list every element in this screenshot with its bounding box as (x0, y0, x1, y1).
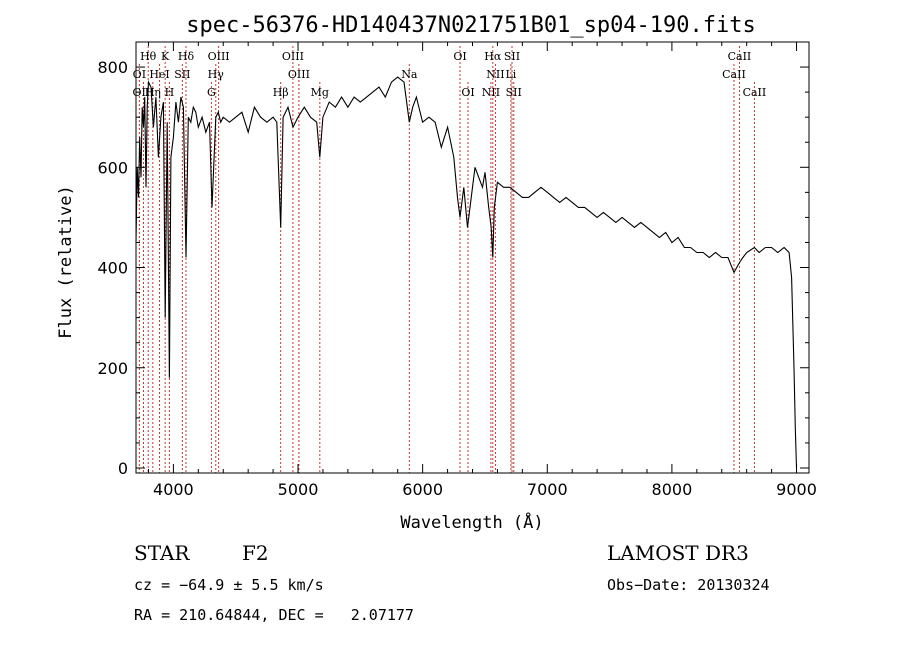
spectral-line-label: Na (401, 68, 418, 81)
spectral-line-label: Hγ (208, 68, 225, 81)
flux-series-line (135, 76, 798, 469)
spectral-line-label: HeI (149, 68, 169, 81)
spectral-line-label: OI (453, 50, 466, 63)
spectral-lines (138, 46, 755, 473)
object-subclass: F2 (242, 541, 269, 565)
spectral-line-label: OI (461, 86, 474, 99)
y-axis-label: Flux (relative) (56, 185, 76, 339)
x-axis-label: Wavelength (Å) (400, 511, 543, 533)
spectral-line-label: CaII (728, 50, 752, 63)
x-tick-label: 5000 (278, 480, 319, 499)
spectral-line-label: NII (486, 68, 504, 81)
y-tick-label: 600 (97, 158, 128, 177)
spectral-line-label: Hδ (178, 50, 195, 63)
spectral-line-label: OIII (132, 86, 154, 99)
spectral-line-label: CaII (722, 68, 746, 81)
redshift-readout: cz = −64.9 ± 5.5 km/s (134, 576, 324, 594)
x-tick-label: 6000 (402, 480, 443, 499)
spectral-line-label: OI (133, 68, 146, 81)
coordinates-readout: RA = 210.64844, DEC = 2.07177 (134, 606, 414, 624)
spectral-line-label: OIII (282, 50, 304, 63)
y-tick-label: 0 (118, 459, 128, 478)
spectral-line-label: K (161, 50, 170, 63)
plot-frame (135, 41, 810, 474)
spectral-line-label: Hα (484, 50, 502, 63)
observation-date: Obs−Date: 20130324 (607, 576, 770, 594)
x-tick-label: 9000 (776, 480, 817, 499)
y-axis-ticks: 0 200 400 600 800 (97, 58, 809, 478)
spectral-line-label: SII (504, 50, 520, 63)
spectral-line-label: H (165, 86, 175, 99)
spectral-line-label: Mg (311, 86, 329, 99)
chart-title: spec-56376-HD140437N021751B01_sp04-190.f… (186, 13, 756, 38)
x-axis-ticks: 4000 5000 6000 7000 8000 9000 (147, 42, 817, 499)
spectral-line-label: Li (505, 68, 516, 81)
y-tick-label: 800 (97, 58, 128, 77)
spectral-line-label: CaII (743, 86, 767, 99)
object-class: STAR (134, 541, 190, 565)
spectral-line-label: Hη (145, 86, 161, 99)
spectral-line-label: OIII (288, 68, 310, 81)
y-tick-label: 200 (97, 359, 128, 378)
x-tick-label: 8000 (652, 480, 693, 499)
x-tick-label: 4000 (153, 480, 194, 499)
spectral-line-label: SII (174, 68, 190, 81)
y-tick-label: 400 (97, 259, 128, 278)
spectral-line-label: OIII (208, 50, 230, 63)
spectral-line-label: Hβ (273, 86, 289, 99)
spectral-line-label: Hθ (140, 50, 157, 63)
spectral-line-label: G (207, 86, 216, 99)
x-tick-label: 7000 (527, 480, 568, 499)
spectral-line-label: NII (482, 86, 500, 99)
spectral-line-label: SII (506, 86, 522, 99)
survey-name: LAMOST DR3 (607, 541, 749, 565)
